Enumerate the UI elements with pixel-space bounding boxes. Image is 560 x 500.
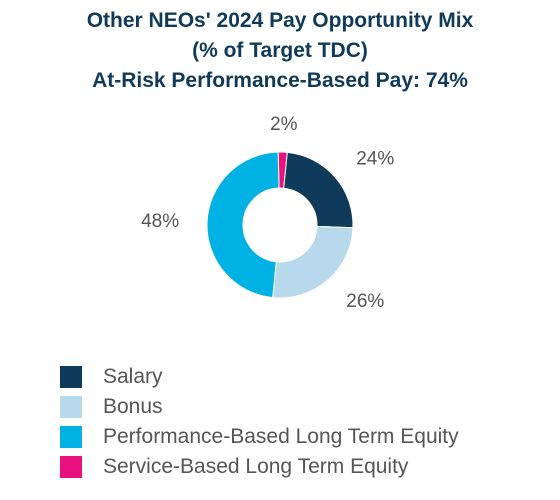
- chart-title: Other NEOs' 2024 Pay Opportunity Mix (% …: [0, 6, 560, 96]
- legend-swatch-salary: [60, 366, 82, 388]
- legend-label-bonus: Bonus: [103, 395, 163, 418]
- legend-item-salary: Salary: [60, 362, 459, 392]
- legend-item-service-equity: Service-Based Long Term Equity: [60, 452, 459, 482]
- chart-legend: Salary Bonus Performance-Based Long Term…: [60, 362, 459, 482]
- chart-title-line-2: (% of Target TDC): [192, 39, 368, 62]
- chart-title-line-3: At-Risk Performance-Based Pay: 74%: [92, 69, 468, 92]
- legend-swatch-bonus: [60, 396, 82, 418]
- slice-label-performance-equity: 48%: [141, 211, 179, 232]
- slice-label-salary: 24%: [356, 149, 394, 170]
- legend-swatch-performance-equity: [60, 426, 82, 448]
- slice-label-bonus: 26%: [346, 291, 384, 312]
- chart-title-line-1: Other NEOs' 2024 Pay Opportunity Mix: [86, 9, 474, 32]
- slice-label-service-equity: 2%: [270, 114, 298, 135]
- donut-slice-performance-equity: [206, 151, 280, 299]
- legend-item-performance-equity: Performance-Based Long Term Equity: [60, 422, 459, 452]
- legend-label-salary: Salary: [103, 365, 163, 388]
- legend-swatch-service-equity: [60, 456, 82, 478]
- legend-label-service-equity: Service-Based Long Term Equity: [103, 455, 409, 478]
- legend-label-performance-equity: Performance-Based Long Term Equity: [103, 425, 459, 448]
- donut-slice-salary: [283, 151, 354, 229]
- legend-item-bonus: Bonus: [60, 392, 459, 422]
- donut-slice-bonus: [272, 225, 354, 299]
